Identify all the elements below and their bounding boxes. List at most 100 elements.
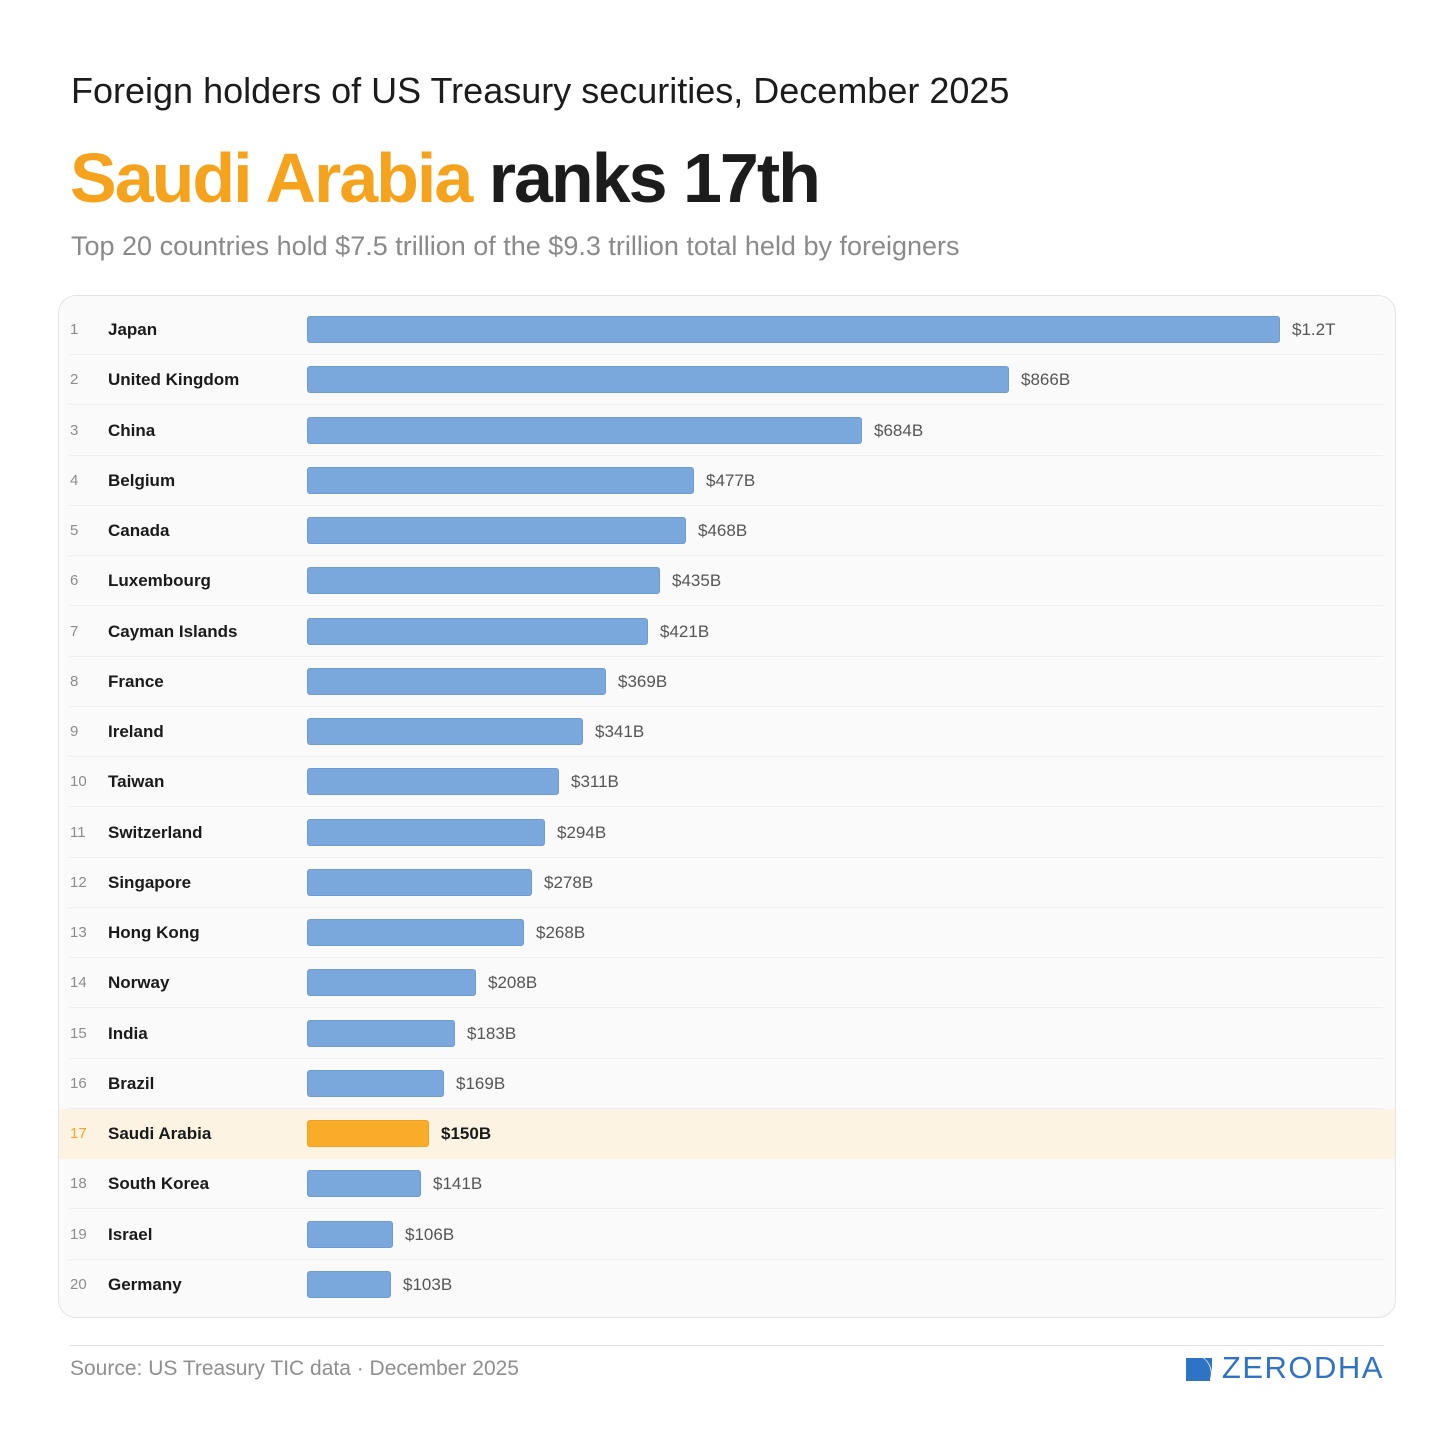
chart-row: 1 Japan $1.2T <box>59 305 1395 355</box>
country-label: Canada <box>108 521 170 541</box>
row-divider <box>69 957 1383 959</box>
bar <box>307 969 476 997</box>
country-label: Brazil <box>108 1073 155 1093</box>
bar <box>307 1220 393 1248</box>
rank-label: 19 <box>70 1225 87 1243</box>
rank-label: 10 <box>70 773 87 791</box>
rank-label: 9 <box>70 723 79 741</box>
value-label: $684B <box>874 420 924 440</box>
bar <box>307 868 532 896</box>
row-divider <box>69 1057 1383 1059</box>
bar <box>307 1170 421 1198</box>
rank-label: 7 <box>70 622 79 640</box>
chart-row: 11 Switzerland $294B <box>59 808 1395 858</box>
zerodha-logo-icon <box>1185 1358 1212 1381</box>
value-label: $106B <box>405 1224 455 1244</box>
chart-kicker: Foreign holders of US Treasury securitie… <box>71 70 1010 111</box>
rank-label: 6 <box>70 572 79 590</box>
chart-row: 3 China $684B <box>59 406 1395 456</box>
rank-label: 2 <box>70 371 79 389</box>
chart-row: 14 Norway $208B <box>59 958 1395 1009</box>
rank-label: 11 <box>70 823 86 841</box>
rank-label: 15 <box>70 1024 87 1042</box>
bar <box>307 316 1280 343</box>
value-label: $421B <box>660 621 710 641</box>
chart-row: 19 Israel $106B <box>59 1210 1395 1260</box>
value-label: $150B <box>441 1124 492 1144</box>
chart-headline: Saudi Arabia ranks 17th <box>70 138 821 218</box>
country-label: Israel <box>108 1224 153 1244</box>
country-label: Norway <box>108 973 170 993</box>
headline-highlight: Saudi Arabia <box>70 139 473 217</box>
value-label: $294B <box>557 822 607 842</box>
row-divider <box>69 756 1383 758</box>
row-divider <box>69 354 1383 355</box>
country-label: Luxembourg <box>108 571 211 591</box>
chart-row: 13 Hong Kong $268B <box>59 908 1395 959</box>
bar <box>307 818 545 846</box>
bar <box>307 1019 455 1047</box>
rank-label: 8 <box>70 672 79 690</box>
rank-label: 12 <box>70 873 87 891</box>
row-divider <box>69 655 1383 657</box>
bar <box>307 617 648 645</box>
rank-label: 17 <box>70 1125 87 1143</box>
rank-label: 16 <box>70 1074 87 1092</box>
country-label: Saudi Arabia <box>108 1124 212 1144</box>
bar <box>307 667 606 695</box>
bar <box>307 466 694 494</box>
value-label: $369B <box>618 671 668 691</box>
bar <box>307 1270 391 1298</box>
headline-rest: ranks 17th <box>471 139 821 217</box>
country-label: India <box>108 1023 148 1043</box>
bar <box>307 567 660 595</box>
country-label: Japan <box>108 320 158 339</box>
chart-row: 15 India $183B <box>59 1009 1395 1059</box>
row-divider <box>69 705 1383 707</box>
chart-row: 20 Germany $103B <box>59 1260 1395 1310</box>
chart-row: 9 Ireland $341B <box>59 707 1395 758</box>
bar <box>307 366 1009 394</box>
bar <box>307 1120 429 1148</box>
rank-label: 13 <box>70 924 87 942</box>
bar <box>307 1069 444 1097</box>
rank-label: 18 <box>70 1175 87 1193</box>
bar <box>307 718 583 746</box>
value-label: $341B <box>595 722 645 742</box>
value-label: $103B <box>403 1274 453 1294</box>
bar <box>307 517 686 545</box>
chart-row: 12 Singapore $278B <box>59 858 1395 908</box>
value-label: $268B <box>536 923 586 943</box>
chart-subtitle: Top 20 countries hold $7.5 trillion of t… <box>71 231 960 261</box>
row-divider <box>69 555 1383 557</box>
chart-row: 18 South Korea $141B <box>59 1159 1395 1210</box>
value-label: $1.2T <box>1292 320 1336 339</box>
value-label: $866B <box>1021 370 1071 390</box>
value-label: $183B <box>467 1023 517 1043</box>
row-divider <box>69 906 1383 908</box>
value-label: $435B <box>672 571 722 591</box>
chart-row: 2 United Kingdom $866B <box>59 355 1395 406</box>
country-label: Switzerland <box>108 822 203 842</box>
chart-row: 4 Belgium $477B <box>59 456 1395 506</box>
row-divider <box>69 1208 1383 1210</box>
chart-row: 5 Canada $468B <box>59 506 1395 557</box>
chart-row: 6 Luxembourg $435B <box>59 556 1395 607</box>
chart-row: 17 Saudi Arabia $150B <box>59 1109 1395 1160</box>
row-divider <box>69 856 1383 858</box>
row-divider <box>69 1107 1383 1109</box>
row-divider <box>69 1258 1383 1260</box>
value-label: $278B <box>544 872 594 892</box>
source-note: Source: US Treasury TIC data · December … <box>70 1357 519 1380</box>
row-divider <box>69 1007 1383 1009</box>
country-label: Taiwan <box>108 772 165 792</box>
rank-label: 20 <box>70 1275 87 1293</box>
chart-row: 7 Cayman Islands $421B <box>59 607 1395 657</box>
chart-row: 10 Taiwan $311B <box>59 757 1395 808</box>
row-divider <box>69 806 1383 808</box>
bar <box>307 919 524 947</box>
bar-chart-card: 1 Japan $1.2T 2 United Kingdom $866B 3 China $68… <box>58 295 1396 1318</box>
rank-label: 1 <box>70 321 79 338</box>
bar <box>307 416 862 444</box>
country-label: Ireland <box>108 722 164 742</box>
